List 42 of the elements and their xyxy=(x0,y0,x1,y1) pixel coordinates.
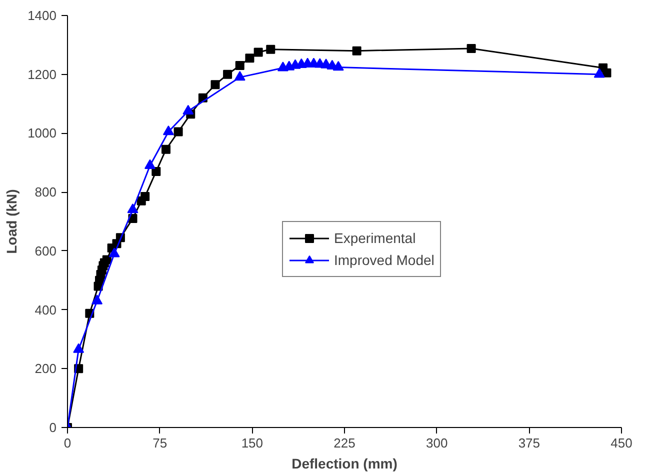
point xyxy=(174,127,183,136)
y-tick-label: 1000 xyxy=(28,126,56,141)
y-tick-label: 200 xyxy=(34,361,57,376)
point xyxy=(127,203,138,214)
x-tick-label: 0 xyxy=(64,436,72,450)
point xyxy=(140,192,150,201)
x-tick-label: 450 xyxy=(610,436,632,450)
y-tick-label: 1400 xyxy=(28,8,56,23)
x-tick-label: 375 xyxy=(518,436,540,450)
point xyxy=(266,44,276,54)
x-tick-label: 75 xyxy=(152,436,168,450)
point xyxy=(466,44,476,53)
x-tick-label: 300 xyxy=(426,436,448,450)
point xyxy=(144,159,156,169)
point xyxy=(161,144,170,154)
point xyxy=(352,46,362,56)
point xyxy=(73,343,84,353)
legend-label: Improved Model xyxy=(334,252,434,268)
y-tick-label: 600 xyxy=(34,243,57,258)
x-axis-title: Deflection (mm) xyxy=(292,456,398,472)
point xyxy=(162,125,174,136)
y-tick-label: 1200 xyxy=(28,66,56,82)
point xyxy=(602,68,612,78)
point xyxy=(92,294,103,304)
point xyxy=(182,104,194,115)
point xyxy=(210,80,220,90)
x-tick-label: 225 xyxy=(334,436,356,450)
y-tick-label: 0 xyxy=(49,420,57,435)
point xyxy=(235,61,244,70)
y-tick-label: 400 xyxy=(34,302,57,318)
point xyxy=(152,166,161,176)
y-tick-label: 800 xyxy=(34,184,57,200)
point xyxy=(594,68,605,78)
point xyxy=(245,54,254,63)
point xyxy=(108,248,120,258)
point xyxy=(254,48,263,57)
point xyxy=(223,70,232,79)
y-axis-title: Load (kN) xyxy=(4,189,20,254)
x-tick-label: 150 xyxy=(241,436,264,450)
legend-label: Experimental xyxy=(334,230,416,246)
point xyxy=(234,71,246,81)
point xyxy=(332,61,344,71)
